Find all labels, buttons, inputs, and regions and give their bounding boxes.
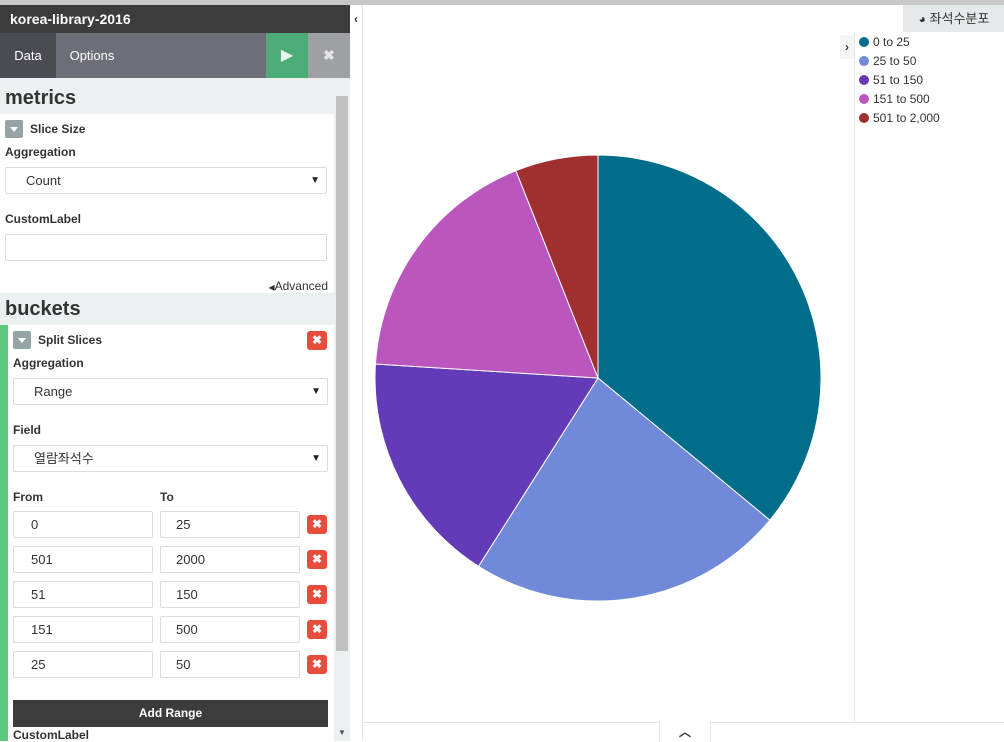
pie-slice-4[interactable]: [515, 154, 599, 379]
range-from-input[interactable]: 25: [13, 651, 153, 678]
discard-button[interactable]: ✖: [308, 33, 350, 78]
range-to-input[interactable]: 50: [160, 651, 300, 678]
pie-slice-1[interactable]: [477, 377, 771, 602]
metric-custom-label-label: CustomLabel: [5, 212, 82, 226]
legend-label: 151 to 500: [873, 92, 930, 106]
remove-range-button[interactable]: ✖: [307, 550, 327, 569]
range-from-input[interactable]: 501: [13, 546, 153, 573]
close-icon: ✖: [311, 587, 323, 601]
pie-slice-0[interactable]: [597, 154, 822, 521]
chevron-right-icon: ›: [845, 40, 849, 54]
visualization-title-text: 좌석수분포: [929, 11, 990, 26]
metric-agg-panel: Slice Size Aggregation Count ▼ CustomLab…: [0, 114, 334, 294]
range-to-input[interactable]: 500: [160, 616, 300, 643]
metric-aggregation-label: Aggregation: [5, 145, 76, 159]
legend-item[interactable]: 501 to 2,000: [859, 109, 940, 128]
close-icon: ✖: [311, 622, 323, 636]
range-to-input[interactable]: 25: [160, 511, 300, 538]
tab-data[interactable]: Data: [0, 33, 56, 78]
chevron-left-icon: ‹: [354, 12, 358, 26]
legend-item[interactable]: 0 to 25: [859, 33, 910, 52]
collapse-sidebar-button[interactable]: ‹: [350, 5, 362, 33]
caret-left-icon: ◀: [268, 283, 275, 292]
bucket-custom-label-label: CustomLabel: [13, 728, 90, 741]
metric-custom-label-input[interactable]: [5, 234, 327, 261]
field-value: 열람좌석수: [34, 451, 94, 466]
advanced-label: Advanced: [274, 279, 328, 293]
chevron-up-icon: ︿: [678, 725, 691, 739]
tab-options[interactable]: Options: [69, 48, 115, 63]
remove-range-button[interactable]: ✖: [307, 620, 327, 639]
legend: 0 to 25 25 to 50 51 to 150 151 to 500 50…: [854, 33, 1004, 723]
buckets-section-title: buckets: [0, 293, 334, 325]
bucket-agg-name: Split Slices: [38, 333, 103, 347]
remove-range-button[interactable]: ✖: [307, 515, 327, 534]
play-icon: ▶: [280, 47, 294, 64]
pie-slice-3[interactable]: [374, 170, 599, 379]
visualization-title: ◕ 좌석수분포: [903, 5, 1004, 32]
legend-dot-icon: [859, 37, 869, 47]
metric-toggle-button[interactable]: [5, 120, 23, 138]
bucket-agg-panel: Split Slices ✖ Aggregation Range ▼ Field…: [0, 325, 334, 741]
advanced-toggle-link[interactable]: ◀Advanced: [268, 279, 328, 293]
bucket-aggregation-value: Range: [34, 384, 73, 399]
apply-button[interactable]: ▶: [266, 33, 308, 78]
visualization-area: ◕ 좌석수분포 › 0 to 25 25 to 50 51 to 150 151…: [362, 5, 1004, 742]
top-bar: [0, 0, 1004, 5]
field-select[interactable]: 열람좌석수 ▼: [13, 445, 328, 472]
legend-item[interactable]: 51 to 150: [859, 71, 923, 90]
close-icon: ✖: [311, 657, 323, 671]
legend-item[interactable]: 25 to 50: [859, 52, 916, 71]
bucket-toggle-button[interactable]: [13, 331, 31, 349]
caret-down-icon: ▼: [311, 453, 321, 464]
add-range-button[interactable]: Add Range: [13, 700, 328, 727]
remove-bucket-button[interactable]: ✖: [307, 331, 327, 350]
metric-aggregation-value: Count: [26, 173, 61, 188]
bucket-aggregation-select[interactable]: Range ▼: [13, 378, 328, 405]
index-pattern-title: korea-library-2016: [0, 5, 350, 33]
legend-dot-icon: [859, 56, 869, 66]
close-icon: ✖: [311, 552, 323, 566]
scroll-down-icon[interactable]: ▼: [338, 728, 346, 737]
metric-agg-name: Slice Size: [30, 122, 86, 136]
legend-dot-icon: [859, 94, 869, 104]
caret-down-icon: ▼: [311, 386, 321, 397]
bottom-bar: ︿: [363, 722, 1004, 742]
legend-label: 51 to 150: [873, 73, 924, 87]
close-icon: ✖: [311, 517, 323, 531]
caret-down-icon: ▼: [310, 175, 320, 186]
range-from-input[interactable]: 151: [13, 616, 153, 643]
close-icon: ✖: [323, 47, 335, 63]
sidebar-scrollbar-thumb[interactable]: [336, 96, 348, 651]
editor-sidebar: korea-library-2016 Data Options ▶ ✖ metr…: [0, 5, 350, 741]
legend-toggle-button[interactable]: ›: [840, 35, 854, 59]
close-icon: ✖: [311, 333, 323, 347]
range-to-input[interactable]: 2000: [160, 546, 300, 573]
sidebar-scroll-area: metrics Slice Size Aggregation Count ▼ C…: [0, 78, 350, 741]
sidebar-tabs: Data Options ▶ ✖: [0, 33, 350, 78]
legend-dot-icon: [859, 75, 869, 85]
legend-item[interactable]: 151 to 500: [859, 90, 930, 109]
metric-aggregation-select[interactable]: Count ▼: [5, 167, 327, 194]
remove-range-button[interactable]: ✖: [307, 655, 327, 674]
spy-panel-toggle[interactable]: ︿: [659, 722, 711, 742]
remove-range-button[interactable]: ✖: [307, 585, 327, 604]
pie-chart: [374, 154, 822, 602]
bucket-aggregation-label: Aggregation: [13, 356, 84, 370]
legend-label: 0 to 25: [873, 35, 910, 49]
legend-label: 25 to 50: [873, 54, 917, 68]
legend-label: 501 to 2,000: [873, 111, 940, 125]
pie-slice-2[interactable]: [374, 363, 599, 567]
range-to-input[interactable]: 150: [160, 581, 300, 608]
to-label: To: [160, 490, 174, 504]
field-label: Field: [13, 423, 42, 437]
metrics-section-title: metrics: [0, 82, 334, 114]
from-label: From: [13, 490, 43, 504]
range-from-input[interactable]: 51: [13, 581, 153, 608]
pie-chart-icon: ◕: [918, 12, 926, 26]
range-from-input[interactable]: 0: [13, 511, 153, 538]
legend-dot-icon: [859, 113, 869, 123]
